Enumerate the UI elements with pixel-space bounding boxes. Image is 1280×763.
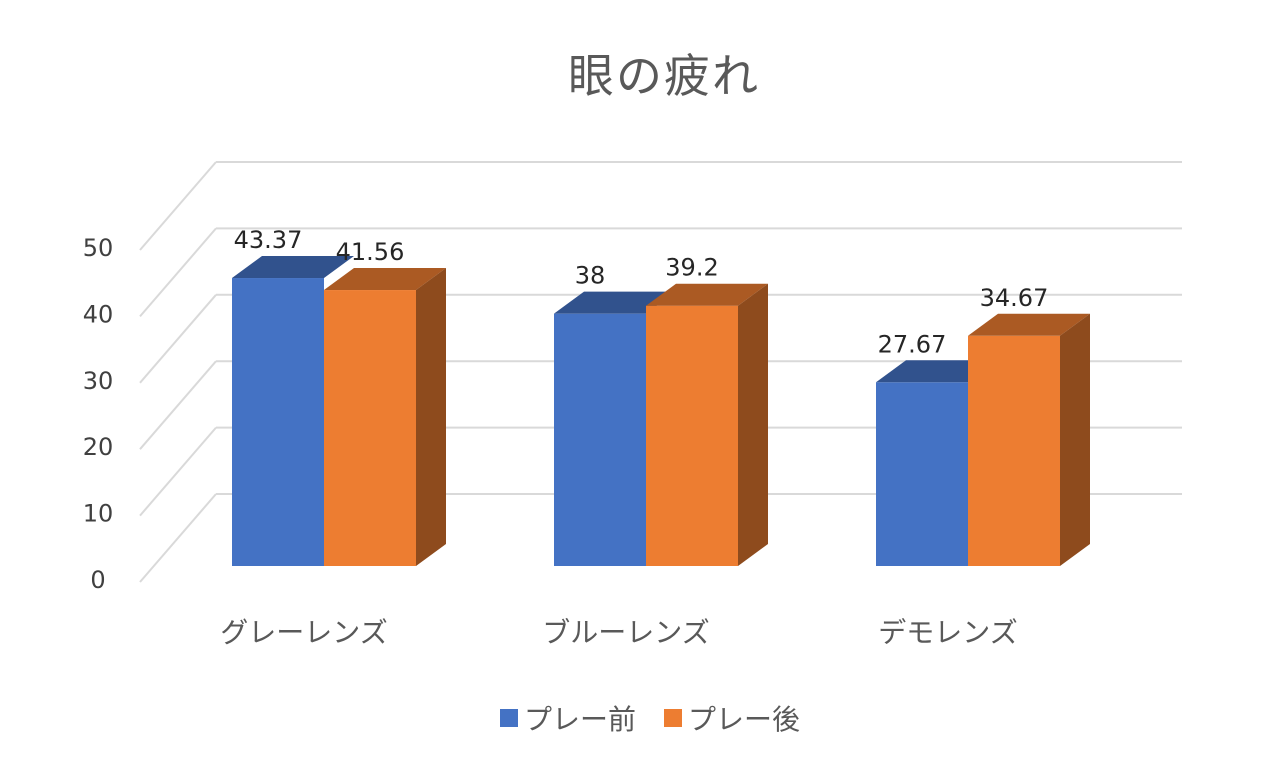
gridline-diagonal xyxy=(139,227,217,318)
data-label: 39.2 xyxy=(665,254,718,282)
data-labels: 43.37 41.56 38 39.2 27.67 34.67 xyxy=(234,226,1049,358)
gridline-diagonal xyxy=(139,360,217,450)
bar-top xyxy=(232,256,354,279)
bar xyxy=(876,360,998,566)
legend-label: プレー前 xyxy=(523,703,636,736)
gridline-diagonal xyxy=(139,294,217,384)
y-tick-label: 10 xyxy=(83,500,114,528)
bar xyxy=(968,313,1090,566)
legend-swatch xyxy=(664,709,682,727)
bar xyxy=(646,283,768,566)
bar-top xyxy=(876,360,998,383)
chart-title: 眼の疲れ xyxy=(568,49,760,103)
legend-label: プレー後 xyxy=(688,703,801,736)
y-tick-label: 30 xyxy=(83,367,114,395)
data-label: 38 xyxy=(575,262,606,290)
bar-top xyxy=(646,283,768,306)
y-axis-ticks: 0 10 20 30 40 50 xyxy=(83,234,114,594)
bar-front xyxy=(554,313,646,566)
category-label: グレーレンズ xyxy=(220,616,387,649)
category-label: ブルーレンズ xyxy=(542,616,709,649)
data-label: 41.56 xyxy=(336,238,405,266)
bar-front xyxy=(646,305,738,566)
y-tick-label: 50 xyxy=(83,234,114,262)
gridline-diagonal xyxy=(139,426,217,517)
bar xyxy=(554,291,676,566)
data-label: 27.67 xyxy=(878,330,947,358)
bar-side xyxy=(738,283,768,566)
bar-front xyxy=(876,382,968,566)
legend-item: プレー後 xyxy=(664,698,800,738)
y-tick-label: 20 xyxy=(83,433,114,461)
y-tick-label: 40 xyxy=(83,300,114,328)
bars xyxy=(232,256,1090,566)
bar-side xyxy=(416,268,446,566)
bar-front xyxy=(968,335,1060,566)
bar-front xyxy=(232,278,324,566)
bar-top xyxy=(968,313,1090,336)
data-label: 34.67 xyxy=(980,284,1049,312)
data-label: 43.37 xyxy=(234,226,303,254)
bar xyxy=(232,256,354,566)
bar-top xyxy=(324,268,446,291)
y-tick-label: 0 xyxy=(90,566,105,594)
bar xyxy=(324,268,446,566)
category-label: デモレンズ xyxy=(878,616,1017,649)
bar-side xyxy=(1060,313,1090,566)
legend: プレー前 プレー後 xyxy=(0,698,1280,738)
bar-front xyxy=(324,290,416,566)
bar-top xyxy=(554,291,676,314)
legend-swatch xyxy=(499,709,518,727)
legend-item: プレー前 xyxy=(499,698,636,738)
x-axis-categories: グレーレンズ ブルーレンズ デモレンズ xyxy=(220,616,1017,649)
gridline-diagonal xyxy=(139,493,217,583)
gridline-diagonal xyxy=(139,161,217,251)
